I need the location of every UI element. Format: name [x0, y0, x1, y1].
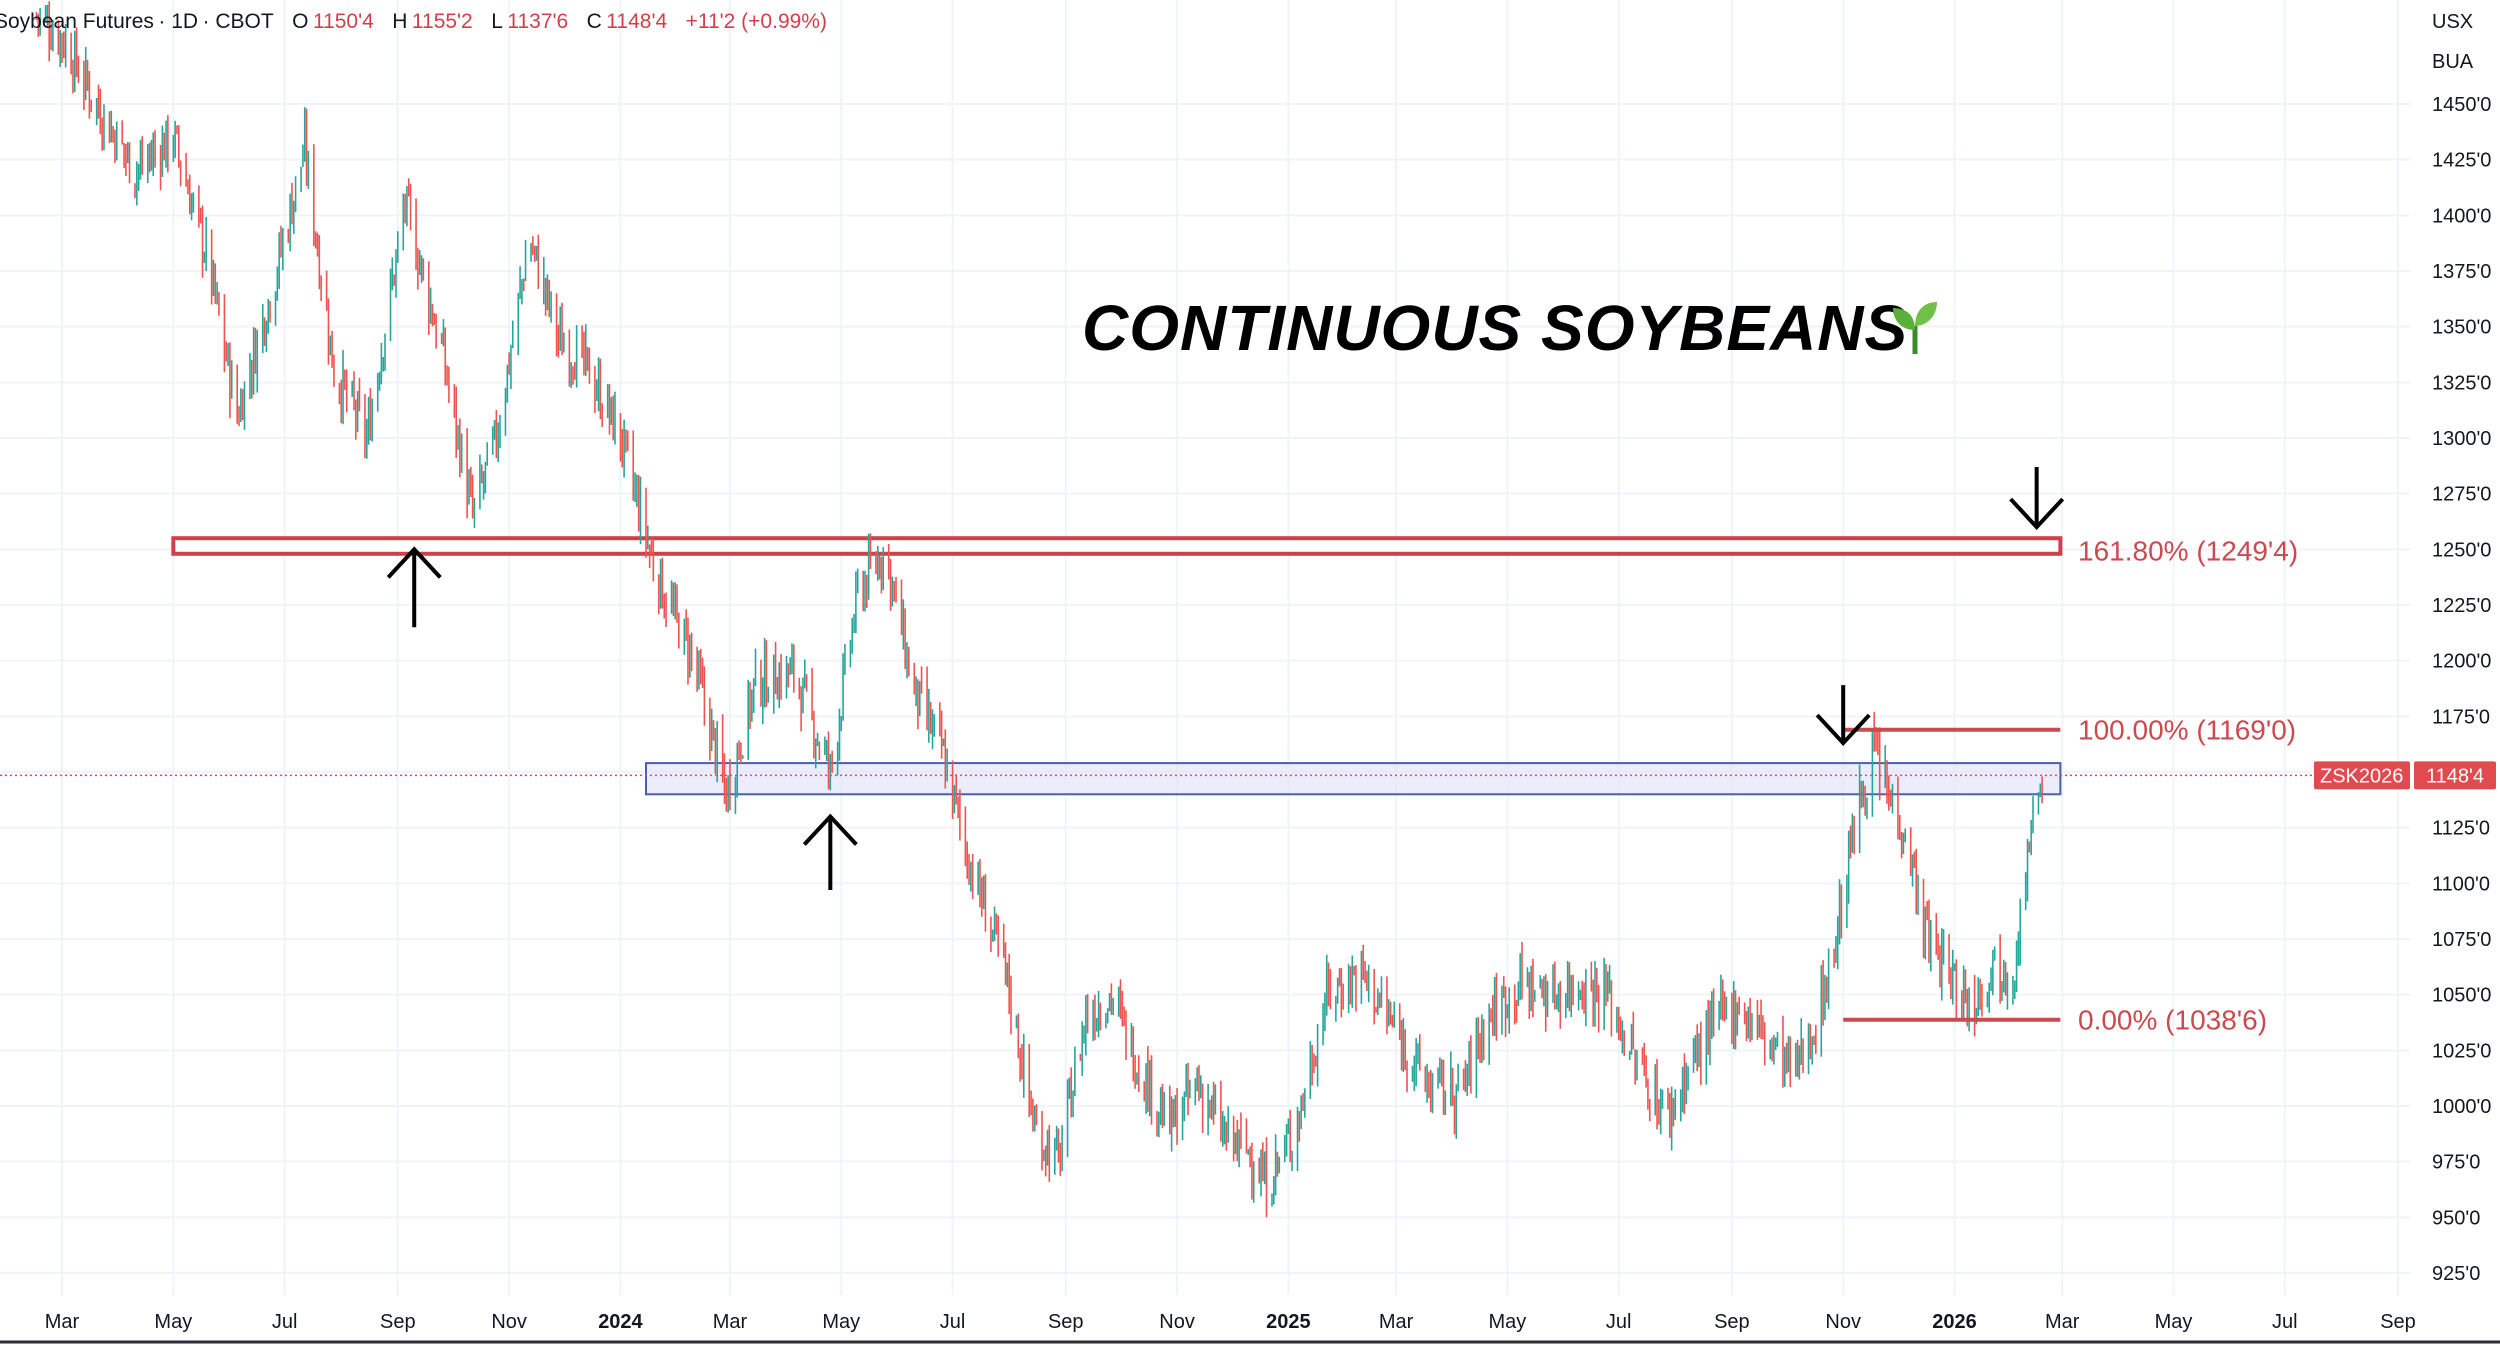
seedling-icon: [1893, 302, 1937, 354]
chart-title: CONTINUOUS SOYBEANS: [1082, 292, 1908, 364]
time-tick-label: Mar: [45, 1311, 80, 1333]
price-tick-label: 1075'0: [2432, 929, 2491, 951]
arrow-head: [386, 546, 442, 579]
price-tag-price-bg: [2414, 761, 2496, 790]
time-tick-label: Sep: [380, 1311, 416, 1333]
price-tick-label: 1225'0: [2432, 595, 2491, 617]
annotation-arrows: [386, 466, 2065, 891]
time-tick-label: May: [1489, 1311, 1527, 1333]
price-tick-label: 1025'0: [2432, 1040, 2491, 1062]
time-tick-label: 2025: [1266, 1311, 1311, 1333]
close-value: 1148'4: [606, 10, 667, 33]
price-tick-label: 1325'0: [2432, 372, 2491, 394]
resistance-zone: [171, 536, 2063, 556]
price-tick-label: 1125'0: [2432, 818, 2490, 840]
price-tick-label: 975'0: [2432, 1152, 2480, 1174]
high-label: H: [392, 10, 407, 33]
current-price-tag: ZSK2026 1148'4: [2314, 761, 2496, 790]
high-value: 1155'2: [412, 10, 473, 33]
support-zone: [645, 762, 2062, 796]
symbol-name: Soybean Futures: [0, 10, 154, 33]
price-tick-label: 1175'0: [2432, 706, 2490, 728]
time-tick-label: Sep: [2380, 1311, 2416, 1333]
fib-extension-label: 161.80% (1249'4): [2078, 535, 2298, 566]
arrow-head: [802, 813, 858, 846]
time-tick-label: May: [822, 1311, 860, 1333]
price-tick-label: 1100'0: [2432, 873, 2490, 895]
header-separator: ·: [158, 10, 171, 33]
price-tick-label: 1400'0: [2432, 205, 2491, 227]
header-separator: ·: [203, 10, 216, 33]
time-tick-label: Sep: [1048, 1311, 1084, 1333]
fib-level-label: 0.00% (1038'6): [2078, 1005, 2267, 1036]
price-tick-label: 950'0: [2432, 1207, 2480, 1229]
exchange-label: CBOT: [215, 10, 274, 33]
fib-level-label: 100.00% (1169'0): [2078, 715, 2296, 746]
time-tick-label: Nov: [1159, 1311, 1195, 1333]
low-label: L: [491, 10, 503, 33]
arrow-head: [1815, 713, 1871, 746]
arrow-up-icon: [386, 546, 442, 628]
price-tick-label: 1450'0: [2432, 94, 2491, 116]
price-tick-label: 1300'0: [2432, 428, 2491, 450]
price-tick-label: 925'0: [2432, 1263, 2480, 1285]
chart-header-legend[interactable]: Soybean Futures · 1D · CBOT O 1150'4 H 1…: [0, 10, 827, 33]
time-tick-label: Nov: [1825, 1311, 1861, 1333]
change-value: +11'2 (+0.99%): [686, 10, 827, 33]
time-tick-label: Jul: [1606, 1311, 1632, 1333]
fibonacci-levels: 100.00% (1169'0) 0.00% (1038'6) 161.80% (1…: [1843, 535, 2298, 1036]
time-tick-label: Nov: [491, 1311, 527, 1333]
interval-label: 1D: [171, 10, 198, 33]
time-tick-label: May: [2155, 1311, 2193, 1333]
time-tick-label: Jul: [2272, 1311, 2298, 1333]
unit-label: BUA: [2432, 51, 2474, 73]
price-tick-label: 1350'0: [2432, 317, 2491, 339]
candlestick-series: [35, 1, 2043, 1218]
time-tick-label: Sep: [1714, 1311, 1750, 1333]
arrow-down-icon: [2009, 466, 2065, 531]
price-tick-label: 1200'0: [2432, 651, 2491, 673]
price-tick-label: 1000'0: [2432, 1096, 2491, 1118]
chart-zones: [171, 536, 2063, 796]
open-label: O: [292, 10, 308, 33]
time-tick-label: 2026: [1932, 1311, 1977, 1333]
price-tag-price: 1148'4: [2426, 765, 2484, 787]
open-value: 1150'4: [313, 10, 374, 33]
price-axis[interactable]: USX BUA 925'0 950'0 975'0 1000'0 1025'0 1050'…: [2432, 11, 2491, 1285]
time-tick-label: Mar: [713, 1311, 748, 1333]
price-tick-label: 1375'0: [2432, 261, 2491, 283]
low-value: 1137'6: [507, 10, 568, 33]
time-axis[interactable]: Mar May Jul Sep Nov 2024 Mar May Jul Sep Nov 2025 Ma…: [45, 1311, 2416, 1333]
time-tick-label: Mar: [1379, 1311, 1414, 1333]
time-tick-label: Jul: [272, 1311, 298, 1333]
arrow-up-icon: [802, 813, 858, 891]
price-tick-label: 1275'0: [2432, 484, 2491, 506]
time-tick-label: 2024: [598, 1311, 643, 1333]
price-tick-label: 1425'0: [2432, 150, 2491, 172]
time-tick-label: Jul: [940, 1311, 966, 1333]
time-tick-label: May: [154, 1311, 192, 1333]
currency-label: USX: [2432, 11, 2473, 33]
close-label: C: [587, 10, 602, 33]
price-tick-label: 1050'0: [2432, 985, 2491, 1007]
arrow-head: [2009, 497, 2065, 531]
price-tick-label: 1250'0: [2432, 539, 2491, 561]
time-tick-label: Mar: [2045, 1311, 2080, 1333]
price-tag-symbol-bg: [2314, 761, 2410, 790]
chart-gridlines: [0, 0, 2410, 1295]
chart-title-group: CONTINUOUS SOYBEANS: [1082, 292, 1937, 364]
arrow-down-icon: [1815, 685, 1871, 746]
price-tag-symbol: ZSK2026: [2320, 765, 2403, 787]
